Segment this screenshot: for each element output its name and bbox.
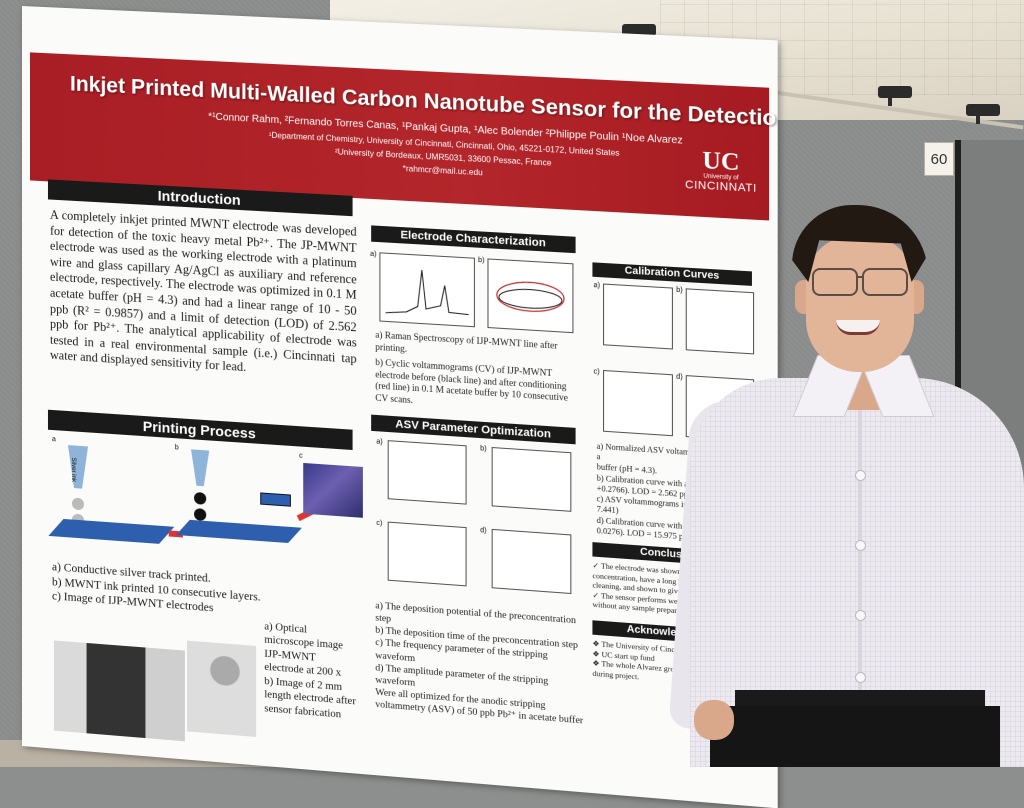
- booth-number-tag: 60: [924, 142, 954, 176]
- panel-label-b: b: [175, 444, 179, 451]
- university-logo: UC University of CINCINNATI: [684, 148, 759, 195]
- asv-panel-label-c: c): [376, 520, 382, 528]
- mwnt-nozzle-icon: [191, 449, 209, 493]
- presenter-face: [806, 236, 914, 372]
- cal-panel-label-b: b): [676, 287, 683, 295]
- cv-svg: [489, 260, 573, 333]
- research-poster: Inkjet Printed Multi-Walled Carbon Nanot…: [22, 6, 778, 808]
- mwnt-droplet-icon: [194, 508, 206, 521]
- shirt-button-icon: [855, 672, 866, 683]
- presenter-hand: [694, 700, 734, 740]
- asv-panel-label-b: b): [480, 445, 487, 453]
- asv-captions: a) The deposition potential of the preco…: [375, 600, 584, 728]
- asv-panel-label-a: a): [376, 438, 382, 446]
- uc-logo-mark: UC: [684, 148, 759, 177]
- mwnt-droplet-icon: [194, 492, 206, 505]
- cal-panel-label-d: d): [676, 373, 683, 381]
- shirt-button-icon: [855, 540, 866, 551]
- electrode-caption-b: b) Cyclic voltammograms (CV) of IJP-MWNT…: [375, 357, 580, 417]
- presenter-pants: [710, 706, 1000, 767]
- substrate-b: [176, 520, 302, 543]
- raman-spectrum-svg: [380, 253, 473, 326]
- electrode-heading: Electrode Characterization: [371, 225, 575, 253]
- electrode-micrograph: [303, 463, 363, 518]
- asv-plot-a: a): [388, 440, 467, 504]
- calibration-plot-b: b): [686, 288, 754, 354]
- ink-droplet-icon: [72, 497, 84, 510]
- asv-heading: ASV Parameter Optimization: [371, 415, 575, 445]
- raman-spectrum-plot: a): [379, 252, 475, 327]
- micro-caption-b: b) Image of 2 mm length electrode after …: [264, 675, 356, 723]
- cyclic-voltammogram-plot: b): [487, 258, 573, 333]
- micro-caption-a: a) Optical microscope image IJP-MWNT ele…: [264, 620, 356, 682]
- introduction-text: A completely inkjet printed MWNT electro…: [50, 208, 357, 384]
- calibration-plot-a: a): [603, 284, 673, 350]
- glasses-bridge: [856, 276, 864, 278]
- cal-panel-label-a: a): [594, 282, 601, 290]
- shirt-button-icon: [855, 470, 866, 481]
- printing-diagram: a b c Silver ink: [50, 436, 355, 578]
- asv-plot-b: b): [492, 447, 572, 512]
- calibration-plot-c: c): [603, 370, 673, 436]
- printed-chip-icon: [260, 492, 291, 506]
- cv-panel-label: b): [478, 257, 485, 265]
- shirt-button-icon: [855, 610, 866, 621]
- microscope-photo: [54, 640, 185, 741]
- electrode-captions: a) Raman Spectroscopy of IJP-MWNT line a…: [375, 329, 580, 417]
- electrode-photo: [187, 641, 256, 737]
- shirt-placket: [858, 410, 862, 700]
- panel-label-c: c: [299, 453, 303, 460]
- raman-panel-label: a): [370, 251, 376, 258]
- silver-ink-label: Silver ink: [70, 457, 76, 482]
- calibration-heading: Calibration Curves: [592, 262, 752, 286]
- micro-captions: a) Optical microscope image IJP-MWNT ele…: [264, 620, 356, 723]
- cal-panel-label-c: c): [594, 368, 600, 376]
- spotlight-icon: [878, 86, 912, 98]
- panel-label-a: a: [52, 436, 56, 443]
- asv-plot-c: c): [388, 522, 467, 587]
- glasses-icon: [812, 268, 858, 296]
- asv-panel-label-d: d): [480, 527, 487, 535]
- uc-logo-line2: CINCINNATI: [684, 179, 759, 195]
- glasses-icon: [862, 268, 908, 296]
- substrate-a: [48, 519, 174, 544]
- spotlight-icon: [966, 104, 1000, 116]
- asv-plot-d: d): [492, 529, 572, 594]
